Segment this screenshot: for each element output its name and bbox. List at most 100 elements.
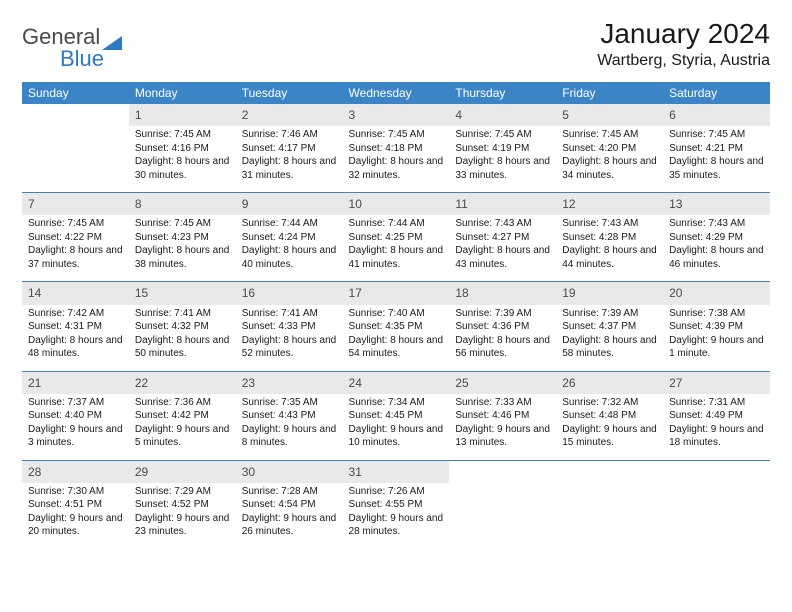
sunrise-line: Sunrise: 7:30 AM [28, 485, 123, 499]
day-number: 11 [449, 193, 556, 215]
sunrise-line: Sunrise: 7:39 AM [455, 307, 550, 321]
sunrise-line: Sunrise: 7:37 AM [28, 396, 123, 410]
weekday-header: Tuesday [236, 82, 343, 104]
day-details: Sunrise: 7:43 AMSunset: 4:29 PMDaylight:… [663, 217, 770, 271]
calendar-day-cell: 31Sunrise: 7:26 AMSunset: 4:55 PMDayligh… [343, 460, 450, 549]
sunset-line: Sunset: 4:52 PM [135, 498, 230, 512]
sunset-line: Sunset: 4:35 PM [349, 320, 444, 334]
day-number: 20 [663, 282, 770, 304]
daylight-line: Daylight: 9 hours and 15 minutes. [562, 423, 657, 450]
day-details: Sunrise: 7:45 AMSunset: 4:21 PMDaylight:… [663, 128, 770, 182]
calendar-day-cell: 13Sunrise: 7:43 AMSunset: 4:29 PMDayligh… [663, 193, 770, 282]
day-number: 19 [556, 282, 663, 304]
sunrise-line: Sunrise: 7:36 AM [135, 396, 230, 410]
sunset-line: Sunset: 4:28 PM [562, 231, 657, 245]
day-details: Sunrise: 7:34 AMSunset: 4:45 PMDaylight:… [343, 396, 450, 450]
day-number: 12 [556, 193, 663, 215]
daylight-line: Daylight: 8 hours and 44 minutes. [562, 244, 657, 271]
daylight-line: Daylight: 8 hours and 46 minutes. [669, 244, 764, 271]
weekday-header: Saturday [663, 82, 770, 104]
sunrise-line: Sunrise: 7:44 AM [242, 217, 337, 231]
weekday-header: Monday [129, 82, 236, 104]
day-number: 2 [236, 104, 343, 126]
daylight-line: Daylight: 8 hours and 31 minutes. [242, 155, 337, 182]
daylight-line: Daylight: 8 hours and 37 minutes. [28, 244, 123, 271]
day-details: Sunrise: 7:29 AMSunset: 4:52 PMDaylight:… [129, 485, 236, 539]
calendar-day-cell: 21Sunrise: 7:37 AMSunset: 4:40 PMDayligh… [22, 371, 129, 460]
day-details: Sunrise: 7:42 AMSunset: 4:31 PMDaylight:… [22, 307, 129, 361]
sunrise-line: Sunrise: 7:46 AM [242, 128, 337, 142]
day-details: Sunrise: 7:45 AMSunset: 4:16 PMDaylight:… [129, 128, 236, 182]
calendar-day-cell: 15Sunrise: 7:41 AMSunset: 4:32 PMDayligh… [129, 282, 236, 371]
day-number: 21 [22, 372, 129, 394]
sunset-line: Sunset: 4:46 PM [455, 409, 550, 423]
day-number: 15 [129, 282, 236, 304]
day-number: 31 [343, 461, 450, 483]
sunrise-line: Sunrise: 7:35 AM [242, 396, 337, 410]
calendar-day-cell [663, 460, 770, 549]
sunset-line: Sunset: 4:18 PM [349, 142, 444, 156]
calendar-day-cell: 18Sunrise: 7:39 AMSunset: 4:36 PMDayligh… [449, 282, 556, 371]
sunrise-line: Sunrise: 7:38 AM [669, 307, 764, 321]
day-details: Sunrise: 7:45 AMSunset: 4:18 PMDaylight:… [343, 128, 450, 182]
daylight-line: Daylight: 8 hours and 30 minutes. [135, 155, 230, 182]
day-details: Sunrise: 7:28 AMSunset: 4:54 PMDaylight:… [236, 485, 343, 539]
day-number: 30 [236, 461, 343, 483]
sunset-line: Sunset: 4:54 PM [242, 498, 337, 512]
sunrise-line: Sunrise: 7:42 AM [28, 307, 123, 321]
weekday-header: Sunday [22, 82, 129, 104]
day-number: 22 [129, 372, 236, 394]
day-details: Sunrise: 7:30 AMSunset: 4:51 PMDaylight:… [22, 485, 129, 539]
logo: GeneralBlue [22, 18, 122, 72]
calendar-day-cell: 22Sunrise: 7:36 AMSunset: 4:42 PMDayligh… [129, 371, 236, 460]
day-number: 25 [449, 372, 556, 394]
calendar-day-cell: 6Sunrise: 7:45 AMSunset: 4:21 PMDaylight… [663, 104, 770, 193]
weekday-header: Thursday [449, 82, 556, 104]
day-details: Sunrise: 7:45 AMSunset: 4:20 PMDaylight:… [556, 128, 663, 182]
day-number: 26 [556, 372, 663, 394]
sunset-line: Sunset: 4:32 PM [135, 320, 230, 334]
sunrise-line: Sunrise: 7:39 AM [562, 307, 657, 321]
calendar-day-cell: 29Sunrise: 7:29 AMSunset: 4:52 PMDayligh… [129, 460, 236, 549]
day-details: Sunrise: 7:46 AMSunset: 4:17 PMDaylight:… [236, 128, 343, 182]
sunrise-line: Sunrise: 7:45 AM [28, 217, 123, 231]
sunset-line: Sunset: 4:39 PM [669, 320, 764, 334]
daylight-line: Daylight: 8 hours and 38 minutes. [135, 244, 230, 271]
daylight-line: Daylight: 9 hours and 26 minutes. [242, 512, 337, 539]
calendar-day-cell [556, 460, 663, 549]
daylight-line: Daylight: 9 hours and 23 minutes. [135, 512, 230, 539]
sunset-line: Sunset: 4:48 PM [562, 409, 657, 423]
calendar-week-row: 14Sunrise: 7:42 AMSunset: 4:31 PMDayligh… [22, 282, 770, 371]
sunset-line: Sunset: 4:21 PM [669, 142, 764, 156]
month-title: January 2024 [597, 18, 770, 50]
day-details: Sunrise: 7:39 AMSunset: 4:36 PMDaylight:… [449, 307, 556, 361]
daylight-line: Daylight: 9 hours and 20 minutes. [28, 512, 123, 539]
day-details: Sunrise: 7:43 AMSunset: 4:28 PMDaylight:… [556, 217, 663, 271]
weekday-header: Friday [556, 82, 663, 104]
weekday-header-row: SundayMondayTuesdayWednesdayThursdayFrid… [22, 82, 770, 104]
logo-wedge-icon [102, 36, 122, 50]
day-details: Sunrise: 7:44 AMSunset: 4:25 PMDaylight:… [343, 217, 450, 271]
sunset-line: Sunset: 4:37 PM [562, 320, 657, 334]
daylight-line: Daylight: 8 hours and 56 minutes. [455, 334, 550, 361]
sunrise-line: Sunrise: 7:45 AM [669, 128, 764, 142]
day-number: 17 [343, 282, 450, 304]
day-number: 28 [22, 461, 129, 483]
daylight-line: Daylight: 8 hours and 50 minutes. [135, 334, 230, 361]
daylight-line: Daylight: 9 hours and 1 minute. [669, 334, 764, 361]
sunset-line: Sunset: 4:45 PM [349, 409, 444, 423]
calendar-day-cell: 16Sunrise: 7:41 AMSunset: 4:33 PMDayligh… [236, 282, 343, 371]
day-details: Sunrise: 7:39 AMSunset: 4:37 PMDaylight:… [556, 307, 663, 361]
day-details: Sunrise: 7:45 AMSunset: 4:22 PMDaylight:… [22, 217, 129, 271]
sunset-line: Sunset: 4:42 PM [135, 409, 230, 423]
sunset-line: Sunset: 4:20 PM [562, 142, 657, 156]
sunrise-line: Sunrise: 7:45 AM [455, 128, 550, 142]
calendar-day-cell: 12Sunrise: 7:43 AMSunset: 4:28 PMDayligh… [556, 193, 663, 282]
calendar-day-cell: 3Sunrise: 7:45 AMSunset: 4:18 PMDaylight… [343, 104, 450, 193]
daylight-line: Daylight: 9 hours and 18 minutes. [669, 423, 764, 450]
daylight-line: Daylight: 8 hours and 40 minutes. [242, 244, 337, 271]
sunrise-line: Sunrise: 7:26 AM [349, 485, 444, 499]
day-details: Sunrise: 7:26 AMSunset: 4:55 PMDaylight:… [343, 485, 450, 539]
sunrise-line: Sunrise: 7:45 AM [135, 217, 230, 231]
day-details: Sunrise: 7:36 AMSunset: 4:42 PMDaylight:… [129, 396, 236, 450]
